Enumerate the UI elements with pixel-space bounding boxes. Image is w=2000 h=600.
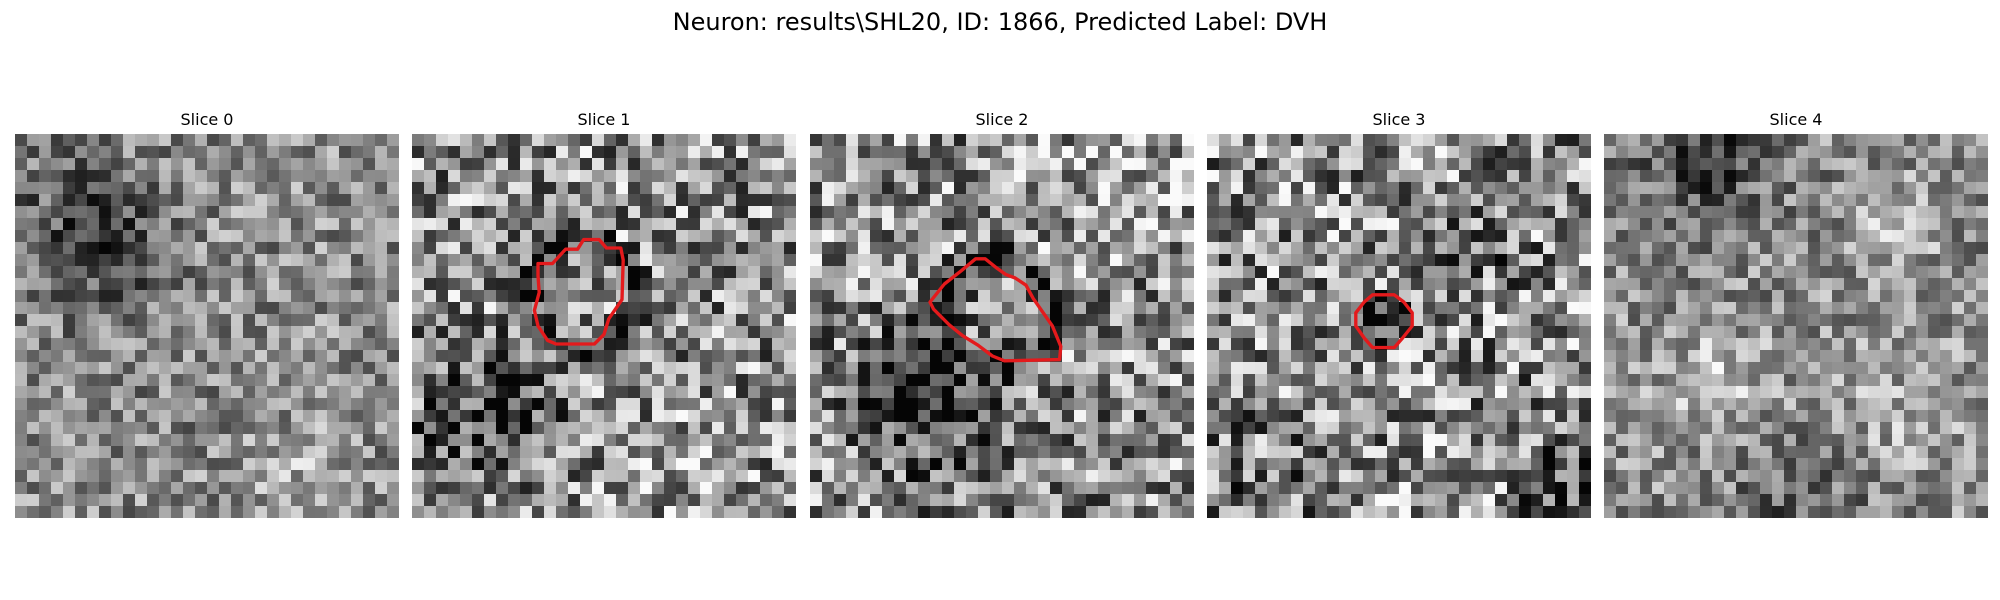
slice-panel-2: Slice 2 [810, 108, 1194, 518]
slice-title: Slice 3 [1372, 110, 1426, 129]
roi-contour [532, 237, 625, 346]
slice-image [412, 134, 796, 518]
slice-title: Slice 4 [1769, 110, 1823, 129]
slice-panel-0: Slice 0 [15, 108, 399, 518]
slice-title: Slice 0 [180, 110, 234, 129]
slice-panel-1: Slice 1 [412, 108, 796, 518]
figure-title: Neuron: results\SHL20, ID: 1866, Predict… [672, 8, 1328, 36]
slice-image [1604, 134, 1988, 518]
roi-contour [928, 257, 1063, 363]
slice-image [810, 134, 1194, 518]
slice-title: Slice 2 [975, 110, 1029, 129]
slice-panel-3: Slice 3 [1207, 108, 1591, 518]
slice-title: Slice 1 [577, 110, 631, 129]
slice-image [15, 134, 399, 518]
slice-panel-4: Slice 4 [1604, 108, 1988, 518]
slice-image [1207, 134, 1591, 518]
roi-contour [1354, 293, 1414, 350]
